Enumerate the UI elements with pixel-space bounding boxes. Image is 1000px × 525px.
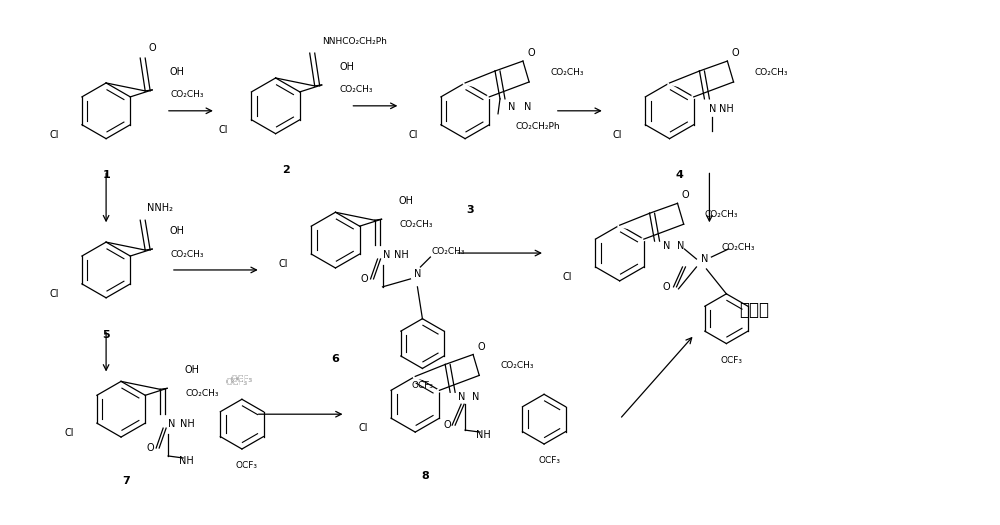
Text: Cl: Cl (219, 125, 228, 135)
Text: O: O (732, 48, 739, 58)
Text: OH: OH (170, 226, 185, 236)
Text: CO₂CH₃: CO₂CH₃ (400, 219, 433, 229)
Text: Cl: Cl (613, 130, 622, 140)
Text: Cl: Cl (408, 130, 418, 140)
Text: CO₂CH₂Ph: CO₂CH₂Ph (516, 122, 560, 131)
Text: NNH₂: NNH₂ (147, 203, 173, 213)
Text: Cl: Cl (279, 259, 288, 269)
Text: N: N (709, 104, 716, 114)
Text: Cl: Cl (64, 428, 74, 438)
Text: OCF₃: OCF₃ (538, 456, 560, 466)
Text: CO₂CH₃: CO₂CH₃ (705, 210, 738, 219)
Text: OCF₃: OCF₃ (226, 378, 248, 387)
Text: NH: NH (476, 430, 490, 440)
Text: 3: 3 (466, 205, 474, 215)
Text: Cl: Cl (358, 423, 368, 433)
Text: N: N (701, 254, 708, 264)
Text: 4: 4 (676, 171, 683, 181)
Text: OCF₃: OCF₃ (411, 381, 433, 390)
Text: 茚虫威: 茚虫威 (739, 301, 769, 319)
Text: CO₂CH₃: CO₂CH₃ (340, 86, 373, 94)
Text: OH: OH (170, 67, 185, 77)
Text: Cl: Cl (49, 289, 59, 299)
Text: CO₂CH₃: CO₂CH₃ (500, 361, 534, 370)
Text: OCF₃: OCF₃ (231, 375, 253, 384)
Text: O: O (148, 43, 156, 53)
Text: NNHCO₂CH₂Ph: NNHCO₂CH₂Ph (322, 37, 387, 46)
Text: OH: OH (185, 365, 200, 375)
Text: N: N (677, 241, 684, 251)
Text: 1: 1 (102, 171, 110, 181)
Text: 8: 8 (421, 471, 429, 481)
Text: CO₂CH₃: CO₂CH₃ (755, 68, 788, 77)
Text: 7: 7 (122, 476, 130, 486)
Text: NH: NH (394, 250, 409, 260)
Text: N: N (508, 102, 516, 112)
Text: NH: NH (179, 456, 193, 466)
Text: CO₂CH₃: CO₂CH₃ (170, 90, 204, 99)
Text: O: O (527, 48, 535, 58)
Text: OCF₃: OCF₃ (720, 356, 742, 365)
Text: N: N (168, 419, 176, 429)
Text: OCF₃: OCF₃ (236, 461, 258, 470)
Text: Cl: Cl (49, 130, 59, 140)
Text: Cl: Cl (563, 272, 572, 282)
Text: O: O (477, 342, 485, 352)
Text: NH: NH (180, 419, 194, 429)
Text: O: O (663, 282, 670, 292)
Text: OCF₃: OCF₃ (231, 375, 253, 384)
Text: CO₂CH₃: CO₂CH₃ (550, 68, 584, 77)
Text: O: O (682, 191, 689, 201)
Text: CO₂CH₃: CO₂CH₃ (170, 249, 204, 258)
Text: N: N (414, 269, 421, 279)
Text: OCF₃: OCF₃ (226, 378, 248, 387)
Text: N: N (663, 241, 670, 251)
Text: CO₂CH₃: CO₂CH₃ (432, 247, 465, 256)
Text: 6: 6 (332, 354, 339, 364)
Text: O: O (146, 443, 154, 453)
Text: CO₂CH₃: CO₂CH₃ (185, 389, 219, 398)
Text: CO₂CH₃: CO₂CH₃ (722, 243, 755, 251)
Text: O: O (443, 420, 451, 430)
Text: O: O (361, 274, 368, 284)
Text: 2: 2 (282, 165, 289, 175)
Text: N: N (458, 392, 466, 402)
Text: 5: 5 (102, 330, 110, 340)
Text: N: N (524, 102, 532, 112)
Text: N: N (472, 392, 480, 402)
Text: OH: OH (399, 196, 414, 206)
Text: NH: NH (719, 104, 734, 114)
Text: OH: OH (339, 62, 354, 72)
Text: N: N (383, 250, 390, 260)
